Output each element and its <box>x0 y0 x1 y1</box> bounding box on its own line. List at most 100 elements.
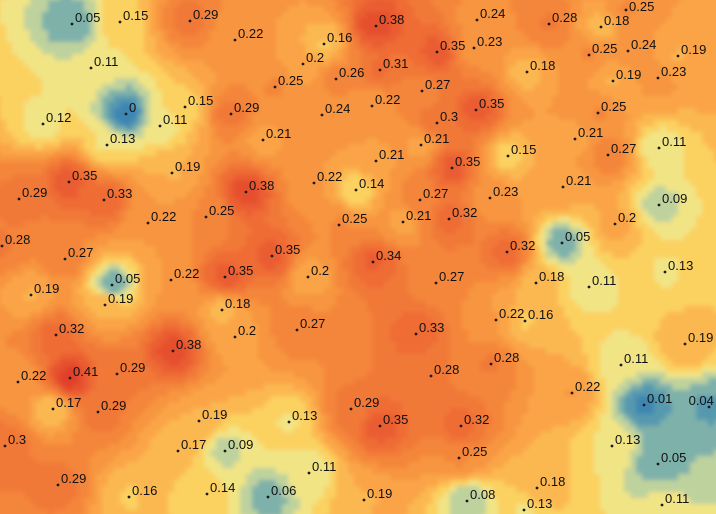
sample-point: 0.28 <box>547 10 577 26</box>
sample-point-value: 0.01 <box>647 391 672 406</box>
sample-point-value: 0.22 <box>174 266 199 281</box>
sample-point-dot <box>378 424 382 428</box>
sample-point-dot <box>587 53 591 57</box>
sample-point-dot <box>287 420 291 424</box>
sample-point-dot <box>488 196 492 200</box>
sample-point-dot <box>474 108 478 112</box>
sample-point: 0.27 <box>63 245 93 261</box>
sample-point: 0.19 <box>29 281 59 297</box>
sample-point: 0.33 <box>102 186 132 202</box>
sample-point-dot <box>656 76 660 80</box>
sample-point-dot <box>707 405 711 409</box>
sample-point-dot <box>663 270 667 274</box>
sample-point-dot <box>118 20 122 24</box>
sample-point-value: 0.29 <box>120 360 145 375</box>
sample-point-value: 0.25 <box>629 0 654 14</box>
sample-point-dot <box>419 143 423 147</box>
sample-point-value: 0 <box>129 100 136 115</box>
sample-point: 0.18 <box>534 269 564 285</box>
sample-point-value: 0.11 <box>624 351 648 366</box>
sample-point-value: 0.13 <box>668 258 693 273</box>
sample-point-dot <box>170 171 174 175</box>
sample-point: 0.29 <box>96 398 126 414</box>
sample-point: 0.18 <box>525 58 555 74</box>
sample-point-dot <box>535 486 539 490</box>
sample-point-value: 0.41 <box>73 364 98 379</box>
sample-point-dot <box>475 18 479 22</box>
sample-point: 0.19 <box>362 486 392 502</box>
sample-point-dot <box>67 180 71 184</box>
sample-point-dot <box>414 332 418 336</box>
sample-point-value: 0.18 <box>540 474 565 489</box>
sample-point: 0.11 <box>657 134 686 150</box>
sample-point: 0.09 <box>223 437 253 453</box>
sample-point-dot <box>560 241 564 245</box>
sample-point: 0.24 <box>320 101 350 117</box>
sample-point-value: 0.09 <box>228 437 253 452</box>
sample-point-value: 0.21 <box>379 147 404 162</box>
sample-point-value: 0.2 <box>311 263 329 278</box>
sample-point-value: 0.25 <box>592 41 617 56</box>
sample-point: 0.28 <box>489 350 519 366</box>
sample-point-dot <box>337 223 341 227</box>
sample-point-dot <box>435 50 439 54</box>
sample-point-dot <box>41 122 45 126</box>
sample-point-dot <box>587 285 591 289</box>
sample-point-value: 0.27 <box>425 77 450 92</box>
sample-point-value: 0.17 <box>56 395 81 410</box>
sample-point: 0.31 <box>378 56 408 72</box>
sample-point: 0.25 <box>587 41 617 57</box>
sample-point: 0.17 <box>51 395 81 411</box>
sample-point-dot <box>573 137 577 141</box>
sample-point-dot <box>56 483 60 487</box>
sample-point-value: 0.2 <box>618 210 636 225</box>
sample-point: 0.05 <box>656 450 686 466</box>
sample-point-value: 0.38 <box>249 178 274 193</box>
sample-point-value: 0.06 <box>271 483 296 498</box>
sample-point: 0.2 <box>301 50 324 66</box>
sample-point: 0.29 <box>229 100 259 116</box>
sample-point-value: 0.05 <box>661 450 686 465</box>
sample-point: 0.23 <box>472 34 502 50</box>
sample-point-value: 0.19 <box>108 291 133 306</box>
sample-point: 0.21 <box>419 131 449 147</box>
sample-point-dot <box>656 462 660 466</box>
sample-point-dot <box>362 498 366 502</box>
sample-point-value: 0.27 <box>300 316 325 331</box>
sample-point-dot <box>3 444 7 448</box>
sample-point-dot <box>320 113 324 117</box>
sample-point-dot <box>683 342 687 346</box>
sample-point-dot <box>322 42 326 46</box>
sample-point-value: 0.27 <box>423 186 448 201</box>
sample-point-value: 0.22 <box>21 368 46 383</box>
sample-point: 0.27 <box>418 186 448 202</box>
sample-point-dot <box>450 166 454 170</box>
sample-point-dot <box>70 22 74 26</box>
sample-point-dot <box>16 380 20 384</box>
sample-point-dot <box>220 308 224 312</box>
sample-point: 0.34 <box>371 248 401 264</box>
sample-point-dot <box>171 349 175 353</box>
sample-point-value: 0.28 <box>5 232 30 247</box>
sample-point: 0.3 <box>435 109 458 125</box>
sample-point-value: 0.17 <box>181 437 206 452</box>
sample-point-dot <box>429 374 433 378</box>
sample-point-dot <box>0 244 4 248</box>
sample-point-value: 0.26 <box>339 65 364 80</box>
sample-point-value: 0.27 <box>439 269 464 284</box>
sample-point-value: 0.34 <box>376 248 401 263</box>
sample-point: 0.15 <box>506 142 536 158</box>
sample-point-dot <box>371 260 375 264</box>
sample-point: 0.25 <box>596 99 626 115</box>
sample-point: 0.22 <box>233 26 263 42</box>
sample-point: 0.22 <box>370 92 400 108</box>
sample-point: 0.11 <box>619 351 648 367</box>
sample-point: 0.35 <box>378 412 408 428</box>
sample-point: 0.22 <box>570 379 600 395</box>
sample-point-value: 0.32 <box>59 321 84 336</box>
sample-point-dot <box>472 46 476 50</box>
sample-point-dot <box>624 8 628 12</box>
sample-point-dot <box>334 77 338 81</box>
sample-point-dot <box>96 410 100 414</box>
sample-point-dot <box>435 121 439 125</box>
